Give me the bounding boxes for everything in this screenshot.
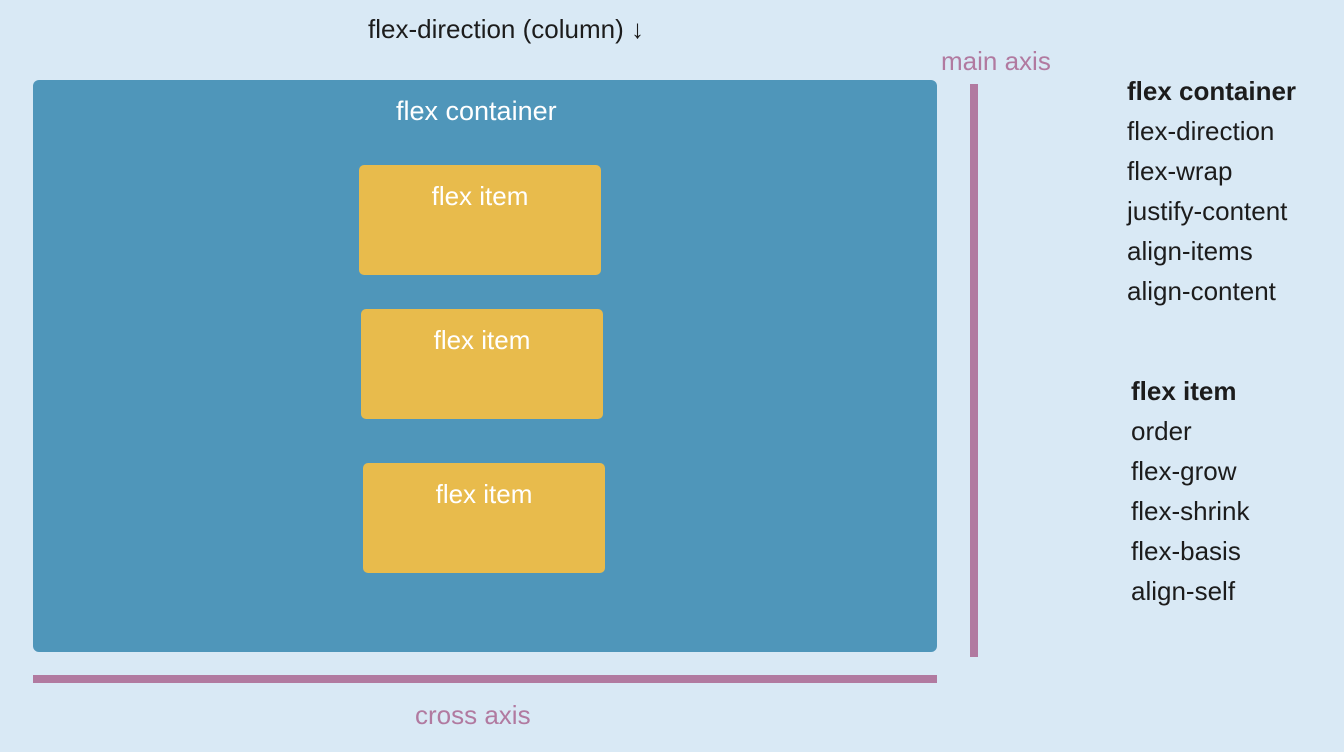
property-flex-direction: flex-direction [1127,116,1275,146]
main-axis-label: main axis [941,46,1051,76]
main-axis-line [970,84,978,657]
property-justify-content: justify-content [1127,196,1288,226]
cross-axis-label: cross axis [415,700,531,730]
property-flex-shrink: flex-shrink [1131,496,1250,526]
flex-container-box: flex container flex item flex item flex … [33,80,937,652]
cross-axis-line [33,675,937,683]
flex-container-title: flex container [396,96,557,126]
property-align-content: align-content [1127,276,1276,306]
flex-direction-label: flex-direction (column) ↓ [368,14,644,44]
item-properties-list: flex item order flex-grow flex-shrink fl… [1131,371,1249,611]
flex-item-1: flex item [359,165,601,275]
item-properties-heading: flex item [1131,376,1237,406]
property-order: order [1131,416,1192,446]
property-flex-grow: flex-grow [1131,456,1237,486]
flex-item-3: flex item [363,463,605,573]
container-properties-list: flex container flex-direction flex-wrap … [1127,71,1296,311]
property-align-self: align-self [1131,576,1236,606]
property-flex-wrap: flex-wrap [1127,156,1233,186]
flex-item-2: flex item [361,309,603,419]
property-align-items: align-items [1127,236,1253,266]
container-properties-heading: flex container [1127,76,1297,106]
property-flex-basis: flex-basis [1131,536,1241,566]
